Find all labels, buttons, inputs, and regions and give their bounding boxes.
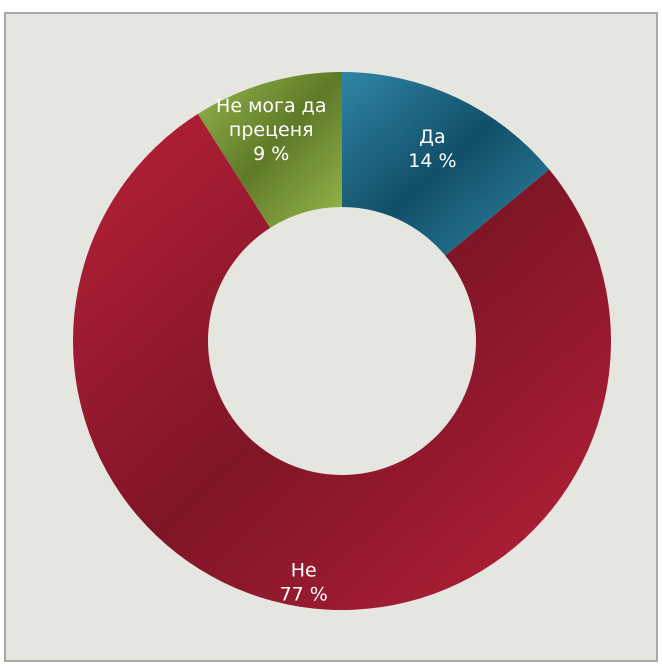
slice-percent-label-1: 77 %: [280, 584, 328, 606]
slice-percent-label-2: 9 %: [253, 143, 289, 165]
donut-slices: [73, 72, 612, 611]
donut-slice-0: [342, 72, 550, 256]
donut-slice-1: [73, 113, 612, 611]
slice-category-label-2: преценя: [229, 119, 314, 141]
slice-category-label-0: Да: [419, 126, 446, 148]
slice-category-label-2: Не мога да: [216, 95, 326, 117]
slice-percent-label-0: 14 %: [408, 150, 456, 172]
donut-slice-2: [197, 72, 342, 228]
slice-category-label-1: Не: [291, 560, 317, 582]
